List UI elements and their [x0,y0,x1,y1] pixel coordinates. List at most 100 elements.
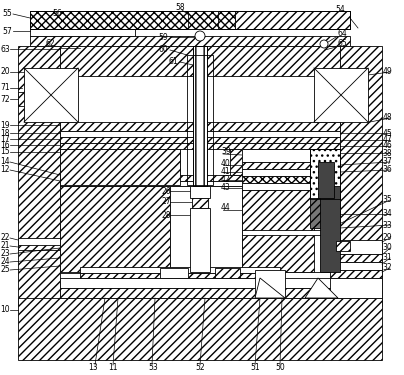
Text: 11: 11 [108,363,118,372]
Text: 12: 12 [0,165,10,174]
Text: 13: 13 [88,363,98,372]
Bar [230,149,340,175]
Bar [60,175,340,181]
Bar [235,11,350,29]
Bar [242,162,314,169]
Bar [24,68,78,122]
Bar [190,186,210,198]
Bar [60,240,160,255]
Text: 25: 25 [0,266,10,274]
Text: 52: 52 [195,363,204,372]
Text: 40: 40 [221,159,231,168]
Text: 29: 29 [382,234,392,243]
Text: 19: 19 [0,120,10,129]
Bar [188,11,218,29]
Bar [30,11,235,29]
Bar [310,149,340,199]
Bar [320,186,340,272]
Text: 17: 17 [0,135,10,144]
Text: 56: 56 [52,9,62,18]
Text: 53: 53 [148,363,158,372]
Bar [18,298,382,360]
Polygon shape [305,278,338,298]
Bar [80,267,280,273]
Text: 15: 15 [0,147,10,156]
Text: 31: 31 [382,254,392,262]
Text: 22: 22 [0,234,10,243]
Bar [255,270,285,298]
Bar [318,162,334,198]
Bar [193,46,207,186]
Bar [190,208,210,272]
Text: 21: 21 [0,242,10,250]
Bar [170,186,242,272]
Text: 50: 50 [275,363,285,372]
Text: 65: 65 [338,39,348,48]
Text: 54: 54 [335,4,345,13]
Text: 14: 14 [0,158,10,166]
Bar [30,29,135,36]
Text: 37: 37 [382,158,392,166]
Bar [336,241,350,251]
Bar [60,131,340,137]
Text: 34: 34 [382,210,392,219]
Text: 20: 20 [0,68,10,76]
Text: 36: 36 [382,165,392,174]
Text: 48: 48 [382,114,392,123]
Text: 57: 57 [2,27,12,36]
Text: 51: 51 [250,363,260,372]
Bar [60,137,340,143]
Bar [187,55,213,185]
Circle shape [320,40,328,48]
Bar [18,238,60,246]
Text: 39: 39 [221,147,231,156]
Text: 59: 59 [158,33,168,42]
Text: 24: 24 [0,258,10,267]
Bar [330,278,382,298]
Bar [242,230,322,235]
Bar [242,169,314,176]
Text: 43: 43 [221,183,231,192]
Text: 55: 55 [2,9,12,18]
Bar [60,149,180,185]
Text: 63: 63 [0,45,10,54]
Bar [60,278,340,288]
Text: 61: 61 [168,57,178,66]
Bar [60,186,170,272]
Bar [60,143,340,149]
Bar [314,68,368,122]
Text: 60: 60 [158,45,168,54]
Bar [18,46,60,306]
Text: 71: 71 [0,84,10,93]
Text: 44: 44 [221,202,231,211]
Bar [80,273,280,278]
Text: 26: 26 [162,186,172,195]
Bar [18,245,60,250]
Polygon shape [255,278,285,298]
Bar [60,149,180,175]
Bar [340,46,382,306]
Bar [160,268,188,278]
Bar [330,270,382,278]
Bar [330,262,382,270]
Text: 47: 47 [382,135,392,144]
Text: 42: 42 [221,174,231,183]
Bar [242,190,314,272]
Bar [30,11,350,29]
Bar [192,198,208,208]
Circle shape [195,31,205,41]
Text: 27: 27 [162,198,172,207]
Text: 35: 35 [382,195,392,204]
Text: 58: 58 [175,3,185,12]
Bar [18,92,26,106]
Bar [330,240,382,254]
Bar [60,181,340,186]
Bar [60,263,160,273]
Bar [60,46,340,76]
Bar [30,36,350,46]
Text: 30: 30 [382,243,392,252]
Text: 18: 18 [0,129,10,138]
Text: 10: 10 [0,306,10,315]
Text: 72: 72 [0,94,10,104]
Text: 49: 49 [382,68,392,76]
